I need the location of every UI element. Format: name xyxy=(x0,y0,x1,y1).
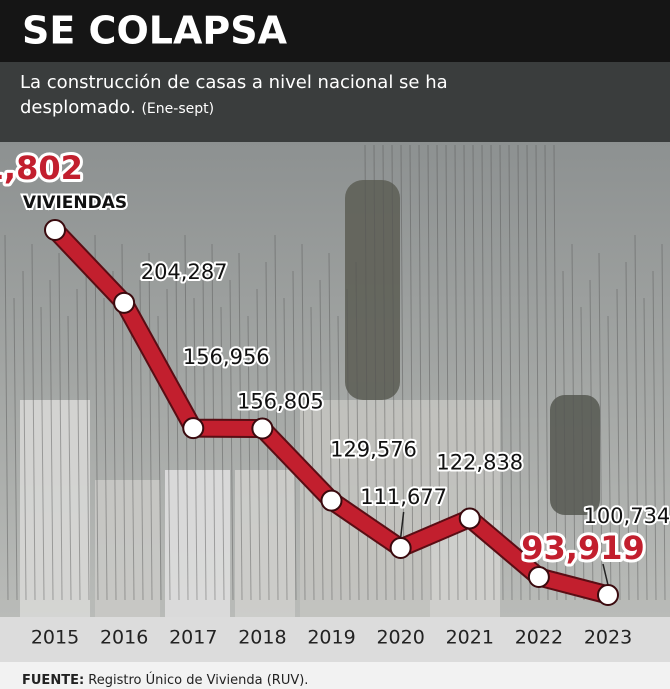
x-tick-label: 2018 xyxy=(238,627,286,649)
data-label-halo: 122,838 xyxy=(436,450,523,474)
point xyxy=(113,291,136,314)
point xyxy=(44,219,66,241)
x-tick-label: 2021 xyxy=(446,627,494,649)
x-tick-label: 2023 xyxy=(584,627,632,649)
x-tick-label: 2019 xyxy=(307,627,355,649)
data-label-halo: 129,576 xyxy=(330,438,417,462)
data-label: 156,805 xyxy=(237,390,324,414)
header-bar xyxy=(0,0,670,62)
data-label: 93,919 xyxy=(521,529,644,567)
point xyxy=(597,584,619,606)
unit-label: VIVIENDAS xyxy=(23,193,127,213)
point xyxy=(320,489,343,512)
source-label: FUENTE: xyxy=(22,673,84,688)
point xyxy=(182,417,205,440)
data-label: 231,802 xyxy=(0,149,83,187)
data-label-halo: 231,802 xyxy=(0,149,83,187)
rebar-lines xyxy=(4,144,666,601)
point xyxy=(458,507,481,530)
subtitle: La construcción de casas a nivel naciona… xyxy=(20,72,448,118)
x-tick-label: 2017 xyxy=(169,627,217,649)
data-label: 156,956 xyxy=(183,345,270,369)
source: FUENTE: Registro Único de Vivienda (RUV)… xyxy=(22,672,308,688)
source-text: Registro Único de Vivienda (RUV). xyxy=(88,672,308,688)
data-label-halo: 156,805 xyxy=(237,390,324,414)
data-label-halo: 111,677 xyxy=(360,485,447,509)
subtitle-text: La construcción de casas a nivel naciona… xyxy=(20,70,490,122)
data-label: 129,576 xyxy=(330,438,417,462)
x-tick-label: 2016 xyxy=(100,627,148,649)
point xyxy=(389,536,412,559)
source-band xyxy=(0,662,670,689)
data-label-halo: 204,287 xyxy=(141,260,228,284)
x-tick-label: 2015 xyxy=(31,627,79,649)
axis-band xyxy=(0,617,670,662)
photo-shapes xyxy=(20,180,600,617)
subtitle-bar xyxy=(0,62,670,142)
data-label: 204,287 xyxy=(141,260,228,284)
x-tick-label: 2020 xyxy=(376,627,424,649)
point xyxy=(527,565,550,588)
data-label: 100,734 xyxy=(583,504,670,528)
leader-line xyxy=(399,511,405,539)
data-label-halo: 100,734 xyxy=(583,504,670,528)
data-label: 122,838 xyxy=(436,450,523,474)
data-label-halo: 93,919 xyxy=(521,529,644,567)
subtitle-box: La construcción de casas a nivel naciona… xyxy=(20,70,490,122)
data-label-halo: 156,956 xyxy=(183,345,270,369)
x-tick-label: 2022 xyxy=(515,627,563,649)
data-label: 111,677 xyxy=(360,485,447,509)
point xyxy=(251,417,274,440)
subtitle-note: (Ene-sept) xyxy=(141,101,215,117)
leader-line xyxy=(602,563,609,586)
unit-label-halo: VIVIENDAS xyxy=(23,193,127,213)
chart-title: SE COLAPSA xyxy=(22,9,288,53)
